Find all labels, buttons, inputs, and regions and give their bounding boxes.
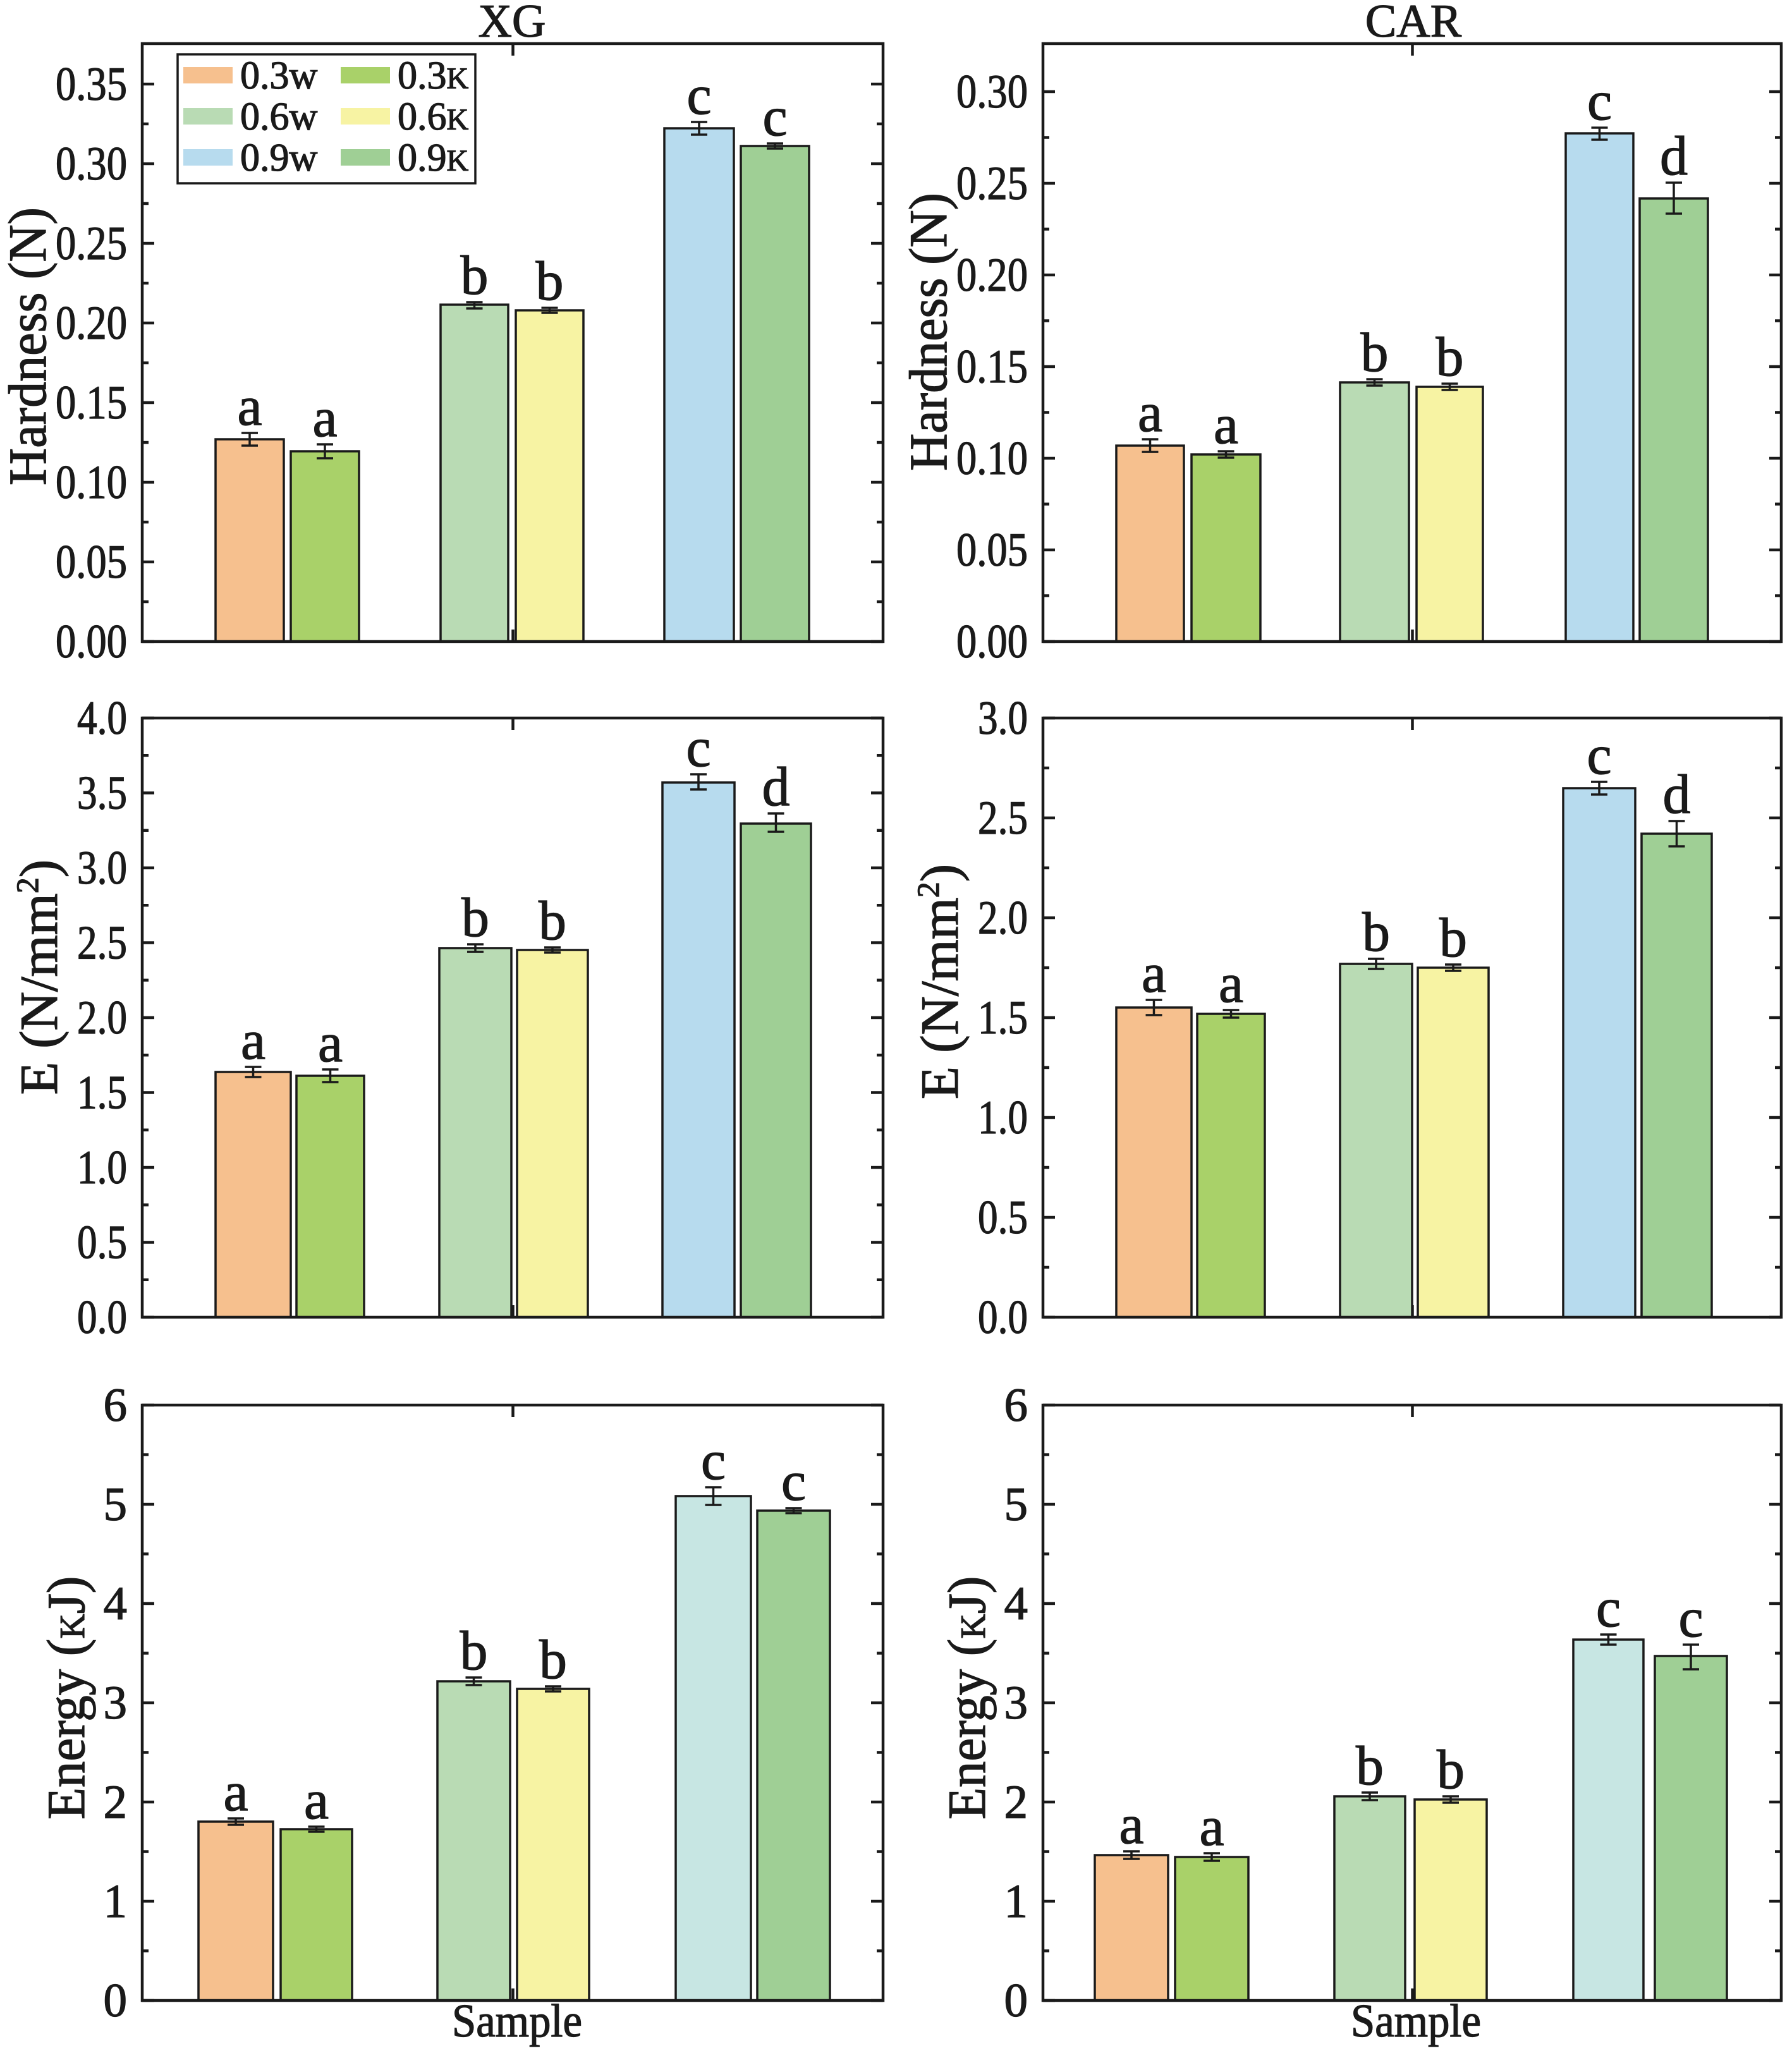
svg-text:a: a (241, 1010, 265, 1071)
svg-text:c: c (781, 1451, 806, 1513)
svg-text:a: a (1219, 953, 1243, 1014)
svg-text:Energy (KJ): Energy (KJ) (37, 1576, 96, 1820)
svg-text:1.0: 1.0 (77, 1142, 127, 1194)
svg-text:E (N/mm2): E (N/mm2) (910, 864, 970, 1099)
svg-text:E (N/mm2): E (N/mm2) (9, 860, 69, 1095)
svg-text:0.05: 0.05 (956, 524, 1028, 576)
svg-text:0.30: 0.30 (956, 66, 1028, 118)
svg-text:0.9w: 0.9w (240, 137, 318, 180)
svg-text:a: a (1142, 943, 1166, 1004)
svg-text:0.5: 0.5 (978, 1191, 1028, 1244)
svg-text:3.0: 3.0 (978, 692, 1028, 745)
svg-text:2.5: 2.5 (77, 917, 127, 970)
svg-text:b: b (539, 891, 566, 952)
svg-text:Energy (KJ): Energy (KJ) (937, 1576, 997, 1820)
svg-text:1.5: 1.5 (978, 992, 1028, 1044)
svg-text:c: c (1587, 725, 1611, 786)
svg-text:6: 6 (1004, 1379, 1028, 1432)
svg-text:b: b (1439, 908, 1467, 969)
svg-text:0.5: 0.5 (77, 1217, 127, 1269)
svg-text:2.0: 2.0 (77, 992, 127, 1044)
svg-text:Hardness (N): Hardness (N) (899, 193, 958, 471)
svg-text:b: b (460, 1621, 488, 1682)
svg-text:0.05: 0.05 (56, 536, 127, 588)
svg-text:c: c (686, 717, 710, 779)
svg-text:3.0: 3.0 (77, 842, 127, 894)
svg-text:1.0: 1.0 (978, 1092, 1028, 1144)
svg-text:Hardness (N): Hardness (N) (0, 207, 58, 485)
svg-text:0.15: 0.15 (56, 377, 127, 429)
svg-text:2: 2 (104, 1776, 128, 1829)
svg-text:0.3w: 0.3w (240, 54, 318, 97)
svg-text:Sample: Sample (452, 1995, 582, 2047)
svg-text:2: 2 (1004, 1776, 1028, 1829)
svg-text:3: 3 (104, 1677, 128, 1729)
svg-text:3: 3 (1004, 1677, 1028, 1729)
svg-text:1.5: 1.5 (77, 1067, 127, 1119)
svg-text:0.25: 0.25 (956, 157, 1028, 210)
svg-text:0.00: 0.00 (56, 616, 127, 668)
svg-text:0.6w: 0.6w (240, 95, 318, 138)
svg-text:b: b (1437, 1739, 1465, 1801)
svg-text:CAR: CAR (1365, 0, 1462, 47)
svg-text:2.0: 2.0 (978, 892, 1028, 944)
svg-text:b: b (536, 251, 564, 312)
svg-text:0.20: 0.20 (56, 297, 127, 350)
svg-text:b: b (461, 245, 489, 307)
svg-text:0.10: 0.10 (56, 456, 127, 509)
svg-text:3.5: 3.5 (77, 767, 127, 820)
svg-text:c: c (1678, 1588, 1703, 1649)
svg-text:a: a (1214, 394, 1238, 456)
svg-text:d: d (1663, 764, 1691, 825)
svg-text:0.0: 0.0 (77, 1291, 127, 1344)
svg-text:a: a (1199, 1796, 1224, 1858)
svg-text:a: a (318, 1013, 343, 1074)
svg-text:a: a (1138, 382, 1162, 444)
svg-text:d: d (1660, 126, 1688, 187)
svg-text:c: c (686, 65, 711, 126)
svg-text:c: c (1587, 71, 1612, 132)
svg-text:c: c (762, 87, 787, 148)
svg-text:1: 1 (1004, 1875, 1028, 1928)
svg-text:b: b (461, 887, 489, 949)
svg-text:5: 5 (104, 1478, 128, 1531)
svg-text:6: 6 (104, 1379, 128, 1432)
svg-text:d: d (762, 757, 790, 818)
svg-text:b: b (1356, 1736, 1384, 1797)
svg-text:0.30: 0.30 (56, 138, 127, 190)
svg-text:4: 4 (1004, 1578, 1028, 1630)
svg-text:a: a (1119, 1794, 1143, 1856)
svg-text:b: b (1361, 322, 1389, 384)
svg-text:0.15: 0.15 (956, 341, 1028, 393)
svg-text:4: 4 (104, 1578, 128, 1630)
svg-text:0.25: 0.25 (56, 217, 127, 270)
svg-text:0.35: 0.35 (56, 58, 127, 111)
svg-text:a: a (223, 1762, 248, 1823)
svg-text:b: b (1362, 902, 1390, 963)
svg-text:c: c (701, 1430, 726, 1492)
svg-text:0.6K: 0.6K (398, 95, 469, 138)
svg-text:b: b (1436, 327, 1464, 388)
svg-text:4.0: 4.0 (77, 692, 127, 745)
svg-text:c: c (1596, 1578, 1621, 1639)
svg-text:0.00: 0.00 (956, 616, 1028, 668)
svg-text:5: 5 (1004, 1478, 1028, 1531)
svg-text:a: a (304, 1770, 329, 1831)
svg-text:0: 0 (104, 1975, 128, 2027)
svg-text:0.10: 0.10 (956, 432, 1028, 485)
svg-text:a: a (237, 376, 262, 437)
svg-text:0: 0 (1004, 1975, 1028, 2027)
svg-text:0.0: 0.0 (978, 1291, 1028, 1344)
svg-text:a: a (312, 387, 337, 449)
svg-text:2.5: 2.5 (978, 792, 1028, 844)
svg-text:Sample: Sample (1351, 1995, 1481, 2047)
svg-text:0.20: 0.20 (956, 249, 1028, 301)
svg-text:b: b (539, 1629, 567, 1691)
svg-text:1: 1 (104, 1875, 128, 1928)
svg-text:XG: XG (478, 0, 546, 47)
